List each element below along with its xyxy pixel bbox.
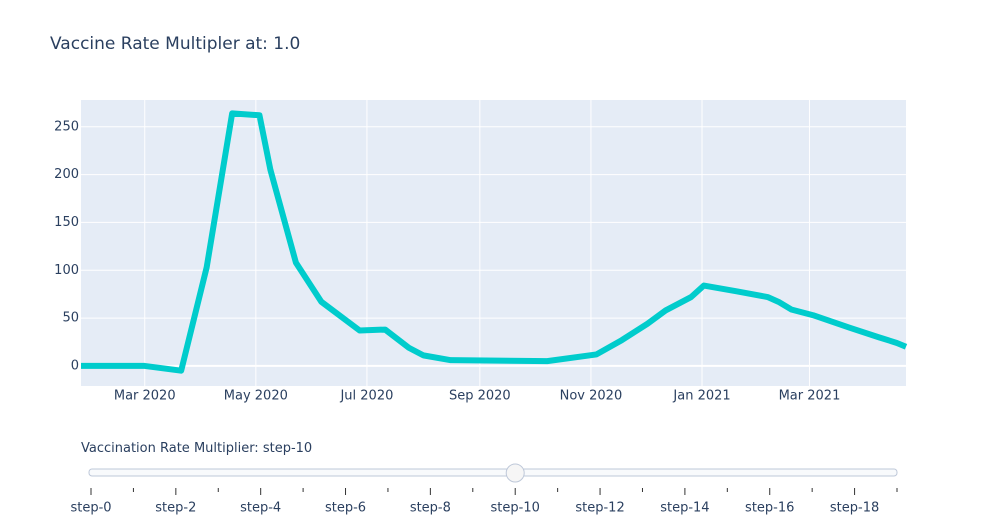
plot-area xyxy=(81,100,906,386)
x-tick-label: May 2020 xyxy=(224,389,288,404)
slider-step-label[interactable]: step-6 xyxy=(325,501,366,516)
y-tick-label: 200 xyxy=(54,167,79,182)
slider-step-label[interactable]: step-16 xyxy=(745,501,794,516)
slider-step-label[interactable]: step-4 xyxy=(240,501,281,516)
x-tick-label: Mar 2021 xyxy=(779,389,841,404)
slider-current: step-10 xyxy=(263,441,312,456)
chart-title: Vaccine Rate Multipler at: 1.0 xyxy=(50,34,300,54)
x-tick-label: Nov 2020 xyxy=(560,389,623,404)
y-tick-label: 150 xyxy=(54,215,79,230)
x-tick-label: Jul 2020 xyxy=(339,389,393,404)
slider-step-label[interactable]: step-10 xyxy=(491,501,540,516)
line xyxy=(81,110,908,374)
y-tick-label: 50 xyxy=(62,311,79,326)
y-tick-label: 250 xyxy=(54,119,79,134)
slider-step-label[interactable]: step-14 xyxy=(660,501,709,516)
x-tick-label: Sep 2020 xyxy=(449,389,511,404)
x-tick-label: Mar 2020 xyxy=(114,389,176,404)
slider-track[interactable] xyxy=(88,468,898,477)
x-tick-label: Jan 2021 xyxy=(672,389,730,404)
y-tick-label: 100 xyxy=(54,263,79,278)
slider-prefix: Vaccination Rate Multiplier: xyxy=(81,441,263,456)
slider-step-label[interactable]: step-12 xyxy=(575,501,624,516)
y-tick-label: 0 xyxy=(71,358,79,373)
slider-step-label[interactable]: step-18 xyxy=(830,501,879,516)
slider-handle[interactable] xyxy=(505,463,525,483)
slider-step-label[interactable]: step-0 xyxy=(70,501,111,516)
slider-label: Vaccination Rate Multiplier: step-10 xyxy=(81,441,312,456)
slider-step-label[interactable]: step-8 xyxy=(410,501,451,516)
slider-step-label[interactable]: step-2 xyxy=(155,501,196,516)
